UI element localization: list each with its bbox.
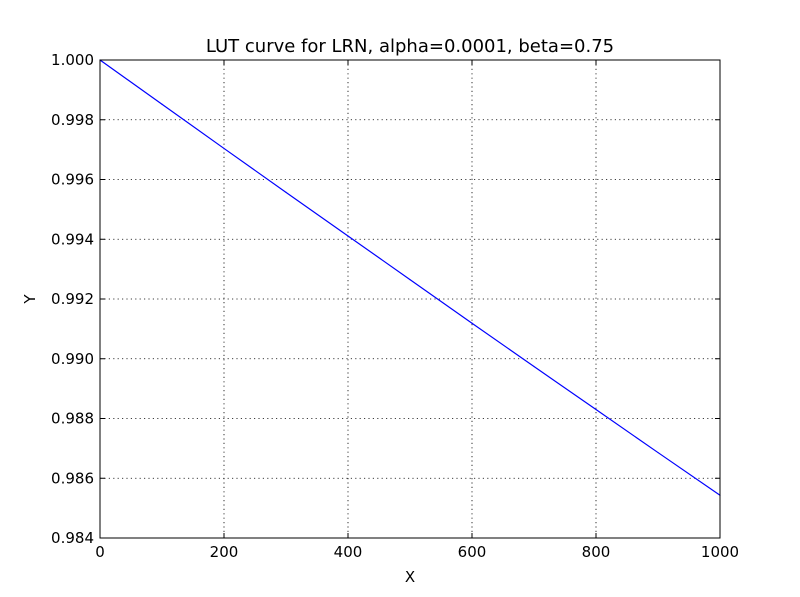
data-point: [533, 365, 535, 368]
y-tick-labels: 0.984 0.986 0.988 0.990 0.992 0.994 0.996 0.998…: [51, 51, 94, 547]
data-point: [285, 191, 287, 193]
x-tick-label: 1000: [701, 543, 739, 561]
x-tick-label: 600: [458, 543, 487, 561]
x-tick-label: 800: [582, 543, 611, 561]
y-tick-label: 0.990: [51, 350, 94, 368]
data-point: [347, 235, 349, 237]
data-point: [471, 322, 473, 324]
y-axis-label: Y: [21, 294, 39, 305]
y-tick-label: 0.988: [51, 410, 94, 428]
y-tick-label: 0.998: [51, 111, 94, 129]
chart-title: LUT curve for LRN, alpha=0.0001, beta=0.…: [206, 36, 614, 57]
x-tick-label: 400: [334, 543, 363, 561]
data-point: [657, 451, 659, 454]
x-tick-label: 200: [210, 543, 239, 561]
y-tick-label: 0.996: [51, 171, 94, 189]
y-tick-label: 0.986: [51, 469, 94, 487]
data-point: [161, 103, 163, 105]
plot-area-background: [100, 60, 720, 538]
data-point: [223, 147, 225, 150]
tick-marks: [99, 59, 721, 539]
y-tick-label: 1.000: [51, 51, 94, 69]
y-tick-label: 0.992: [51, 290, 94, 308]
x-axis-label: X: [405, 568, 415, 586]
data-point: [409, 278, 411, 281]
data-point: [595, 408, 597, 411]
y-tick-label: 0.994: [51, 230, 94, 248]
x-tick-label: 0: [95, 543, 105, 561]
y-tick-label: 0.984: [51, 529, 94, 547]
grid-lines: [100, 60, 720, 538]
series-layer: [99, 59, 721, 496]
x-tick-labels: 0 200 400 600 800 1000: [95, 543, 739, 561]
